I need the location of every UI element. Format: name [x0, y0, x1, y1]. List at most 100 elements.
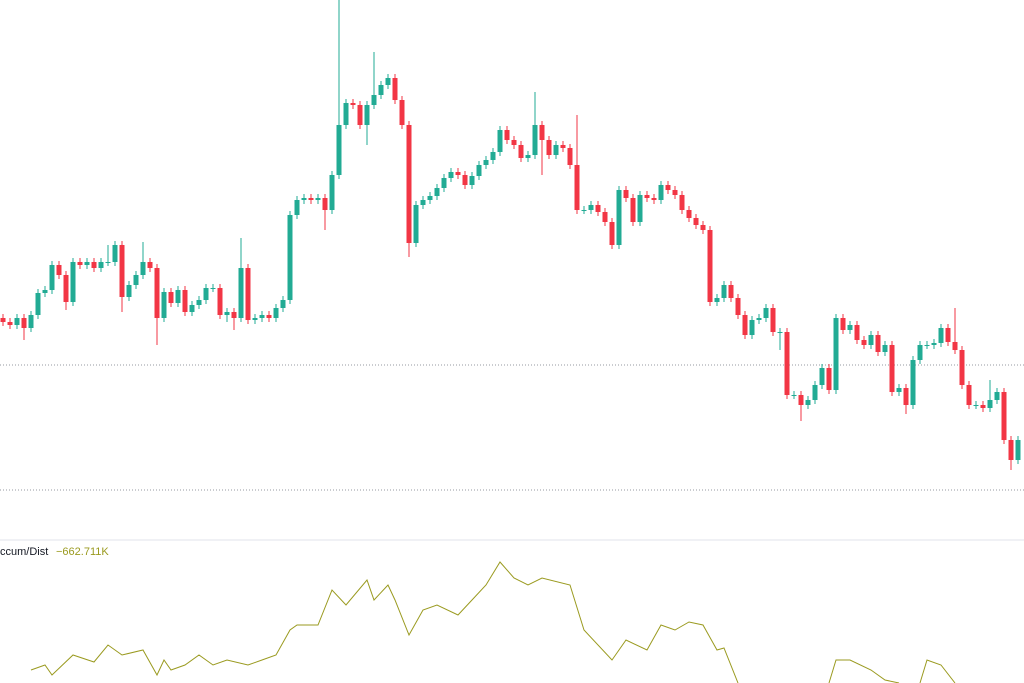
candle-body	[329, 175, 335, 210]
candle-body	[721, 285, 727, 298]
candle-body	[518, 145, 524, 158]
candle-body	[385, 78, 391, 85]
candle-body	[644, 195, 650, 198]
candle-body	[84, 262, 90, 265]
candle-body	[973, 405, 979, 406]
candle-body	[532, 125, 538, 155]
candle-body	[980, 405, 986, 408]
candle-body	[672, 190, 678, 195]
candle-body	[602, 212, 608, 222]
candle-body	[399, 100, 405, 125]
candle-body	[56, 265, 62, 275]
candle-body	[763, 308, 769, 318]
candle-body	[756, 318, 762, 320]
candle-body	[413, 205, 419, 243]
candle-body	[567, 148, 573, 165]
candle-body	[609, 222, 615, 245]
candle-body	[700, 225, 706, 230]
candle-body	[7, 322, 13, 325]
candle-body	[511, 140, 517, 145]
candle-body	[588, 205, 594, 210]
candle-body	[427, 196, 433, 200]
candle-body	[126, 285, 132, 297]
candle-body	[742, 315, 748, 335]
indicator-name: ccum/Dist	[0, 546, 48, 558]
candle-body	[840, 318, 846, 330]
candle-body	[154, 268, 160, 318]
candle-body	[119, 245, 125, 297]
candle-body	[994, 392, 1000, 400]
candle-body	[490, 152, 496, 160]
candle-body	[91, 262, 97, 268]
candle-body	[448, 172, 454, 178]
candle-body	[420, 200, 426, 205]
candle-body	[903, 388, 909, 405]
candle-body	[798, 395, 804, 405]
candle-body	[301, 198, 307, 200]
candle-body	[308, 198, 314, 200]
candle-body	[623, 190, 629, 198]
candle-body	[777, 332, 783, 333]
candle-body	[161, 292, 167, 318]
candle-body	[826, 368, 832, 390]
candle-body	[476, 165, 482, 176]
candle-body	[364, 105, 370, 125]
ad-line	[30, 561, 956, 683]
candle-body	[987, 400, 993, 408]
candle-body	[910, 360, 916, 405]
candle-body	[882, 345, 888, 352]
candle-body	[917, 345, 923, 360]
candle-body	[315, 198, 321, 200]
candle-body	[791, 395, 797, 396]
candle-body	[931, 343, 937, 345]
candle-body	[392, 78, 398, 100]
candle-body	[63, 275, 69, 302]
candle-body	[0, 318, 6, 322]
candle-body	[175, 290, 181, 303]
candle-body	[217, 288, 223, 315]
candle-body	[560, 145, 566, 148]
candle-body	[504, 130, 510, 140]
candle-body	[189, 305, 195, 312]
candle-body	[28, 315, 34, 328]
candle-body	[21, 318, 27, 328]
candle-body	[259, 315, 265, 318]
candle-body	[616, 190, 622, 245]
candle-body	[245, 268, 251, 320]
candle-body	[581, 210, 587, 211]
candle-body	[483, 160, 489, 165]
candle-body	[294, 200, 300, 215]
candle-body	[938, 328, 944, 343]
candle-body	[77, 262, 83, 265]
candle-body	[952, 342, 958, 350]
candle-body	[231, 312, 237, 318]
candle-body	[441, 178, 447, 188]
candle-body	[637, 195, 643, 222]
candle-body	[469, 176, 475, 185]
candle-body	[49, 265, 55, 290]
candle-body	[70, 262, 76, 302]
candle-body	[735, 298, 741, 315]
candle-body	[350, 103, 356, 105]
candle-body	[14, 318, 20, 325]
candle-body	[273, 308, 279, 318]
candle-body	[1015, 440, 1021, 460]
candle-body	[336, 125, 342, 175]
candle-body	[112, 245, 118, 262]
candle-body	[210, 288, 216, 289]
candle-body	[98, 262, 104, 268]
candle-body	[749, 320, 755, 335]
candle-body	[371, 95, 377, 105]
candle-body	[462, 175, 468, 185]
candle-body	[945, 328, 951, 342]
candle-body	[182, 290, 188, 312]
candle-body	[455, 172, 461, 175]
candle-body	[497, 130, 503, 152]
candle-body	[266, 315, 272, 318]
candle-body	[959, 350, 965, 385]
candle-body	[1008, 440, 1014, 460]
candle-body	[546, 140, 552, 155]
candle-body	[651, 198, 657, 200]
candle-body	[357, 105, 363, 125]
